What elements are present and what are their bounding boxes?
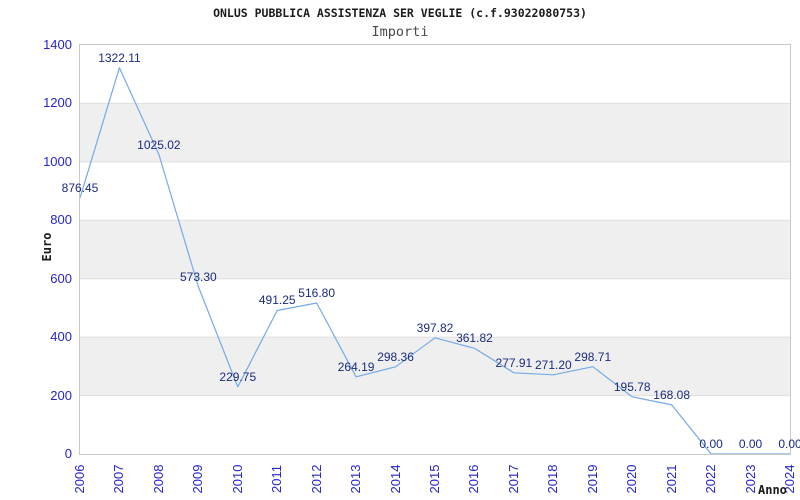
x-tick-label: 2015	[427, 464, 442, 494]
line-chart-svg	[80, 67, 790, 454]
data-point-label: 298.71	[574, 349, 612, 364]
x-tick-label: 2017	[505, 464, 521, 494]
x-tick-label: 2009	[190, 464, 206, 494]
x-tick-label: 2012	[308, 464, 324, 494]
data-point-label: 271.20	[534, 357, 572, 372]
y-tick-label: 0	[64, 446, 72, 461]
data-point-label: 361.82	[456, 331, 493, 346]
data-point-label: 573.30	[179, 269, 217, 284]
data-point-label: 195.78	[613, 379, 651, 394]
data-point-label: 0.00	[699, 437, 723, 451]
data-point-label: 229.75	[219, 369, 257, 384]
y-axis-title: Euro	[40, 232, 54, 262]
x-tick-label: 2010	[229, 464, 245, 494]
x-tick-label: 2008	[150, 464, 166, 494]
chart-subtitle: Importi	[371, 24, 429, 40]
data-point-label: 491.25	[258, 293, 296, 308]
x-tick-label: 2014	[387, 464, 403, 494]
data-point-label: 298.36	[377, 349, 414, 364]
x-tick-label: 2006	[72, 464, 87, 494]
data-point-label: 277.91	[495, 355, 533, 370]
y-tick-label: 200	[50, 387, 72, 403]
x-tick-label: 2016	[466, 464, 482, 494]
y-tick-label: 600	[50, 270, 72, 286]
data-point-label: 0.00	[738, 437, 763, 451]
x-tick-label: 2011	[269, 465, 285, 493]
y-tick-label: 1200	[43, 95, 72, 111]
data-point-label: 0.00	[778, 437, 800, 451]
data-point-label: 1322.11	[98, 50, 141, 65]
x-tick-label: 2020	[624, 464, 640, 494]
x-tick-label: 2023	[742, 464, 758, 494]
y-tick-label: 800	[50, 212, 72, 228]
x-tick-label: 2021	[663, 464, 679, 494]
x-tick-label: 2013	[348, 464, 364, 494]
data-point-label: 516.80	[298, 286, 336, 301]
plot-area	[79, 44, 791, 455]
chart-title: ONLUS PUBBLICA ASSISTENZA SER VEGLIE (c.…	[213, 6, 587, 20]
x-tick-label: 2022	[703, 464, 719, 494]
y-tick-label: 1000	[43, 153, 72, 169]
y-tick-label: 400	[50, 329, 72, 345]
x-axis-title: Anno	[758, 483, 787, 497]
y-tick-label: 1400	[43, 37, 72, 52]
x-tick-label: 2007	[111, 464, 127, 494]
data-point-label: 876.45	[61, 180, 99, 195]
x-tick-label: 2018	[545, 464, 561, 494]
x-tick-label: 2019	[584, 464, 600, 494]
data-point-label: 1025.02	[137, 137, 181, 152]
data-point-label: 397.82	[416, 320, 454, 335]
data-point-label: 264.19	[337, 359, 375, 374]
data-point-label: 168.08	[653, 387, 691, 402]
